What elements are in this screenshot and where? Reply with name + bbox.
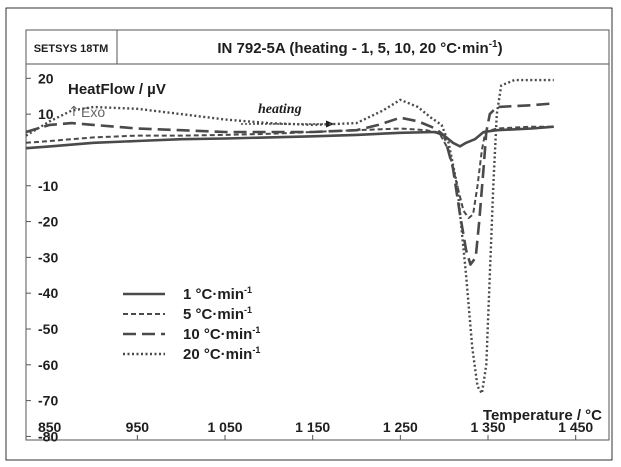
- y-tick-label: -10: [38, 178, 58, 194]
- chart-title-superscript: -1: [489, 39, 498, 50]
- y-tick-label: -70: [38, 393, 58, 409]
- exo-arrow-icon: ↑: [68, 104, 80, 120]
- x-tick-label: 950: [126, 419, 150, 435]
- legend-label: 20 °C·min-1: [183, 345, 260, 363]
- x-tick-label: 1 150: [295, 419, 330, 435]
- series-line-dashed: [25, 125, 554, 219]
- y-tick-label: -20: [38, 214, 58, 230]
- legend-label: 5 °C·min-1: [183, 305, 252, 323]
- header-box: [25, 29, 610, 65]
- chart-title: IN 792-5A (heating - 1, 5, 10, 20 °C·min…: [217, 39, 502, 57]
- heating-annotation: heating: [258, 102, 302, 117]
- legend-label: 1 °C·min-1: [183, 285, 252, 303]
- series-line-dotted: [25, 78, 554, 395]
- y-axis-label: HeatFlow / µV: [68, 81, 166, 98]
- y-tick-label: -50: [38, 321, 58, 337]
- y-tick-label: -60: [38, 357, 58, 373]
- series-line-solid: [25, 125, 554, 150]
- x-axis-ticks: 850 950 1 050 1 150 1 250 1 350 1 450: [38, 419, 593, 440]
- series-lines: [25, 78, 554, 395]
- legend-label: 10 °C·min-1: [183, 325, 260, 343]
- y-tick-label: 20: [38, 70, 54, 86]
- y-axis-ticks: 20 10 -10 -20 -30 -40 -50 -60 -70 -80: [26, 70, 58, 444]
- y-tick-label: 10: [38, 106, 54, 122]
- y-tick-label: -40: [38, 285, 58, 301]
- chart-title-close: ): [498, 40, 503, 57]
- x-tick-label: 1 250: [383, 419, 418, 435]
- plot-area: [25, 63, 610, 441]
- x-tick-label: 1 450: [558, 419, 593, 435]
- instrument-label: SETSYS 18TM: [34, 43, 109, 55]
- x-tick-label: 1 350: [470, 419, 505, 435]
- x-tick-label: 1 050: [207, 419, 242, 435]
- y-tick-label: -80: [38, 428, 58, 444]
- legend: 1 °C·min-1 5 °C·min-1 10 °C·min-1 20 °C·min…: [123, 285, 260, 363]
- x-axis-label: Temperature / °C: [483, 407, 602, 424]
- x-tick-label: 850: [38, 419, 62, 435]
- y-tick-label: -30: [38, 249, 58, 265]
